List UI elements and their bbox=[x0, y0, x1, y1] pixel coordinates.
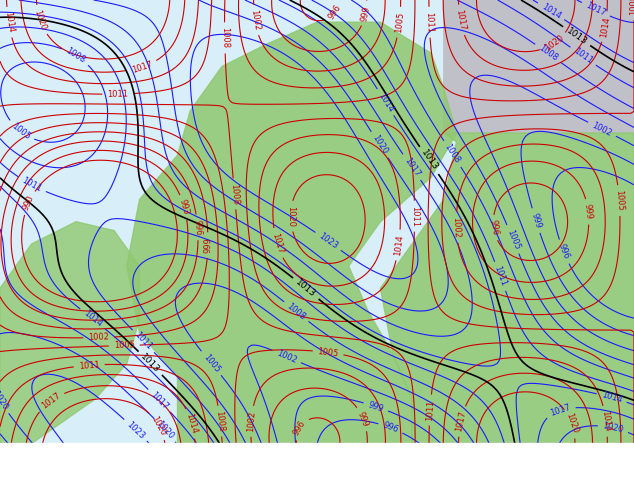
Text: 1017: 1017 bbox=[402, 156, 422, 178]
Text: 1017: 1017 bbox=[454, 410, 467, 433]
Text: 1014: 1014 bbox=[376, 91, 395, 114]
Text: 1020: 1020 bbox=[32, 9, 48, 31]
Text: 1014: 1014 bbox=[600, 410, 612, 432]
Text: 1002: 1002 bbox=[246, 410, 257, 432]
Text: 1020: 1020 bbox=[287, 206, 295, 227]
Text: 1017: 1017 bbox=[39, 391, 62, 411]
Text: 1014: 1014 bbox=[599, 16, 611, 38]
Polygon shape bbox=[0, 221, 139, 443]
Text: 999: 999 bbox=[204, 237, 212, 253]
Text: 1017: 1017 bbox=[454, 9, 467, 31]
Text: 999: 999 bbox=[583, 203, 593, 220]
Text: 1020: 1020 bbox=[564, 412, 579, 435]
Text: 1008: 1008 bbox=[630, 0, 634, 15]
Text: 1017: 1017 bbox=[549, 402, 572, 417]
Text: 1005: 1005 bbox=[201, 352, 221, 374]
Text: 996: 996 bbox=[193, 219, 203, 236]
Text: 999: 999 bbox=[529, 212, 543, 229]
Text: 1011: 1011 bbox=[107, 89, 129, 99]
Text: 1005: 1005 bbox=[394, 11, 405, 33]
Text: 1008: 1008 bbox=[220, 27, 230, 49]
Text: 1011: 1011 bbox=[410, 206, 419, 227]
Text: 1014: 1014 bbox=[3, 11, 15, 33]
Text: 999: 999 bbox=[359, 5, 372, 22]
Text: 1014: 1014 bbox=[540, 2, 562, 21]
Text: 1011: 1011 bbox=[424, 12, 434, 33]
Text: 1014: 1014 bbox=[600, 391, 623, 405]
Text: 990: 990 bbox=[22, 194, 36, 212]
Text: 1013: 1013 bbox=[565, 26, 588, 47]
Text: © weatheronline.co.uk: © weatheronline.co.uk bbox=[470, 475, 628, 488]
Text: 1020: 1020 bbox=[543, 33, 566, 53]
Text: 1005: 1005 bbox=[113, 341, 135, 350]
Text: 996: 996 bbox=[382, 421, 399, 435]
Text: 1005: 1005 bbox=[10, 122, 32, 142]
Text: 996: 996 bbox=[557, 243, 571, 261]
Text: 1002: 1002 bbox=[451, 217, 462, 238]
Text: 1008: 1008 bbox=[214, 410, 226, 432]
Text: 1014: 1014 bbox=[81, 309, 103, 329]
Text: 1005: 1005 bbox=[614, 190, 624, 211]
Text: 1011: 1011 bbox=[493, 265, 508, 288]
Text: 1017: 1017 bbox=[585, 1, 607, 18]
Text: 1013: 1013 bbox=[139, 352, 162, 374]
Text: 1011: 1011 bbox=[572, 47, 594, 66]
Text: 1020: 1020 bbox=[155, 419, 176, 441]
Text: 1017: 1017 bbox=[131, 59, 153, 74]
Text: 1020: 1020 bbox=[150, 414, 168, 437]
Text: 1017: 1017 bbox=[149, 390, 170, 411]
Text: 1005: 1005 bbox=[317, 346, 339, 358]
Text: 1020: 1020 bbox=[602, 421, 624, 435]
Text: 1011: 1011 bbox=[133, 331, 154, 352]
Text: 996: 996 bbox=[488, 220, 500, 236]
Polygon shape bbox=[127, 22, 456, 443]
Text: 1008: 1008 bbox=[65, 47, 87, 65]
Text: 999: 999 bbox=[367, 400, 385, 414]
Text: 1002: 1002 bbox=[275, 348, 298, 365]
Text: 1014: 1014 bbox=[184, 412, 198, 435]
Text: 1011: 1011 bbox=[20, 176, 43, 194]
Text: 1023: 1023 bbox=[125, 419, 146, 441]
Text: 1008: 1008 bbox=[229, 183, 240, 205]
Text: 1008: 1008 bbox=[443, 143, 462, 165]
Text: 1011: 1011 bbox=[425, 399, 435, 421]
Text: 999: 999 bbox=[356, 410, 370, 428]
Text: 993: 993 bbox=[178, 198, 191, 216]
Text: 1020: 1020 bbox=[370, 134, 389, 156]
Text: 1013: 1013 bbox=[419, 148, 439, 172]
Polygon shape bbox=[380, 133, 634, 443]
Text: 1008: 1008 bbox=[285, 301, 307, 322]
Text: 1005: 1005 bbox=[505, 228, 521, 251]
Text: 1002: 1002 bbox=[249, 9, 261, 31]
FancyBboxPatch shape bbox=[456, 0, 634, 124]
Text: Surface pressure [hPa] Arpege-eu: Surface pressure [hPa] Arpege-eu bbox=[6, 460, 275, 474]
Text: 1023: 1023 bbox=[317, 232, 339, 251]
Text: 1002: 1002 bbox=[88, 333, 110, 343]
FancyBboxPatch shape bbox=[444, 0, 634, 133]
Text: 1008: 1008 bbox=[537, 44, 559, 63]
Text: 1011: 1011 bbox=[79, 360, 100, 370]
Text: Su 23-06-2024 21:00 UTC (18+03): Su 23-06-2024 21:00 UTC (18+03) bbox=[368, 460, 628, 474]
Text: 996: 996 bbox=[292, 419, 307, 437]
Text: 1013: 1013 bbox=[294, 278, 318, 299]
Text: 1014: 1014 bbox=[393, 234, 404, 256]
Text: 1002: 1002 bbox=[591, 121, 614, 138]
Text: 1017: 1017 bbox=[270, 232, 285, 255]
Text: 1020: 1020 bbox=[0, 389, 10, 412]
Text: 996: 996 bbox=[327, 3, 342, 21]
